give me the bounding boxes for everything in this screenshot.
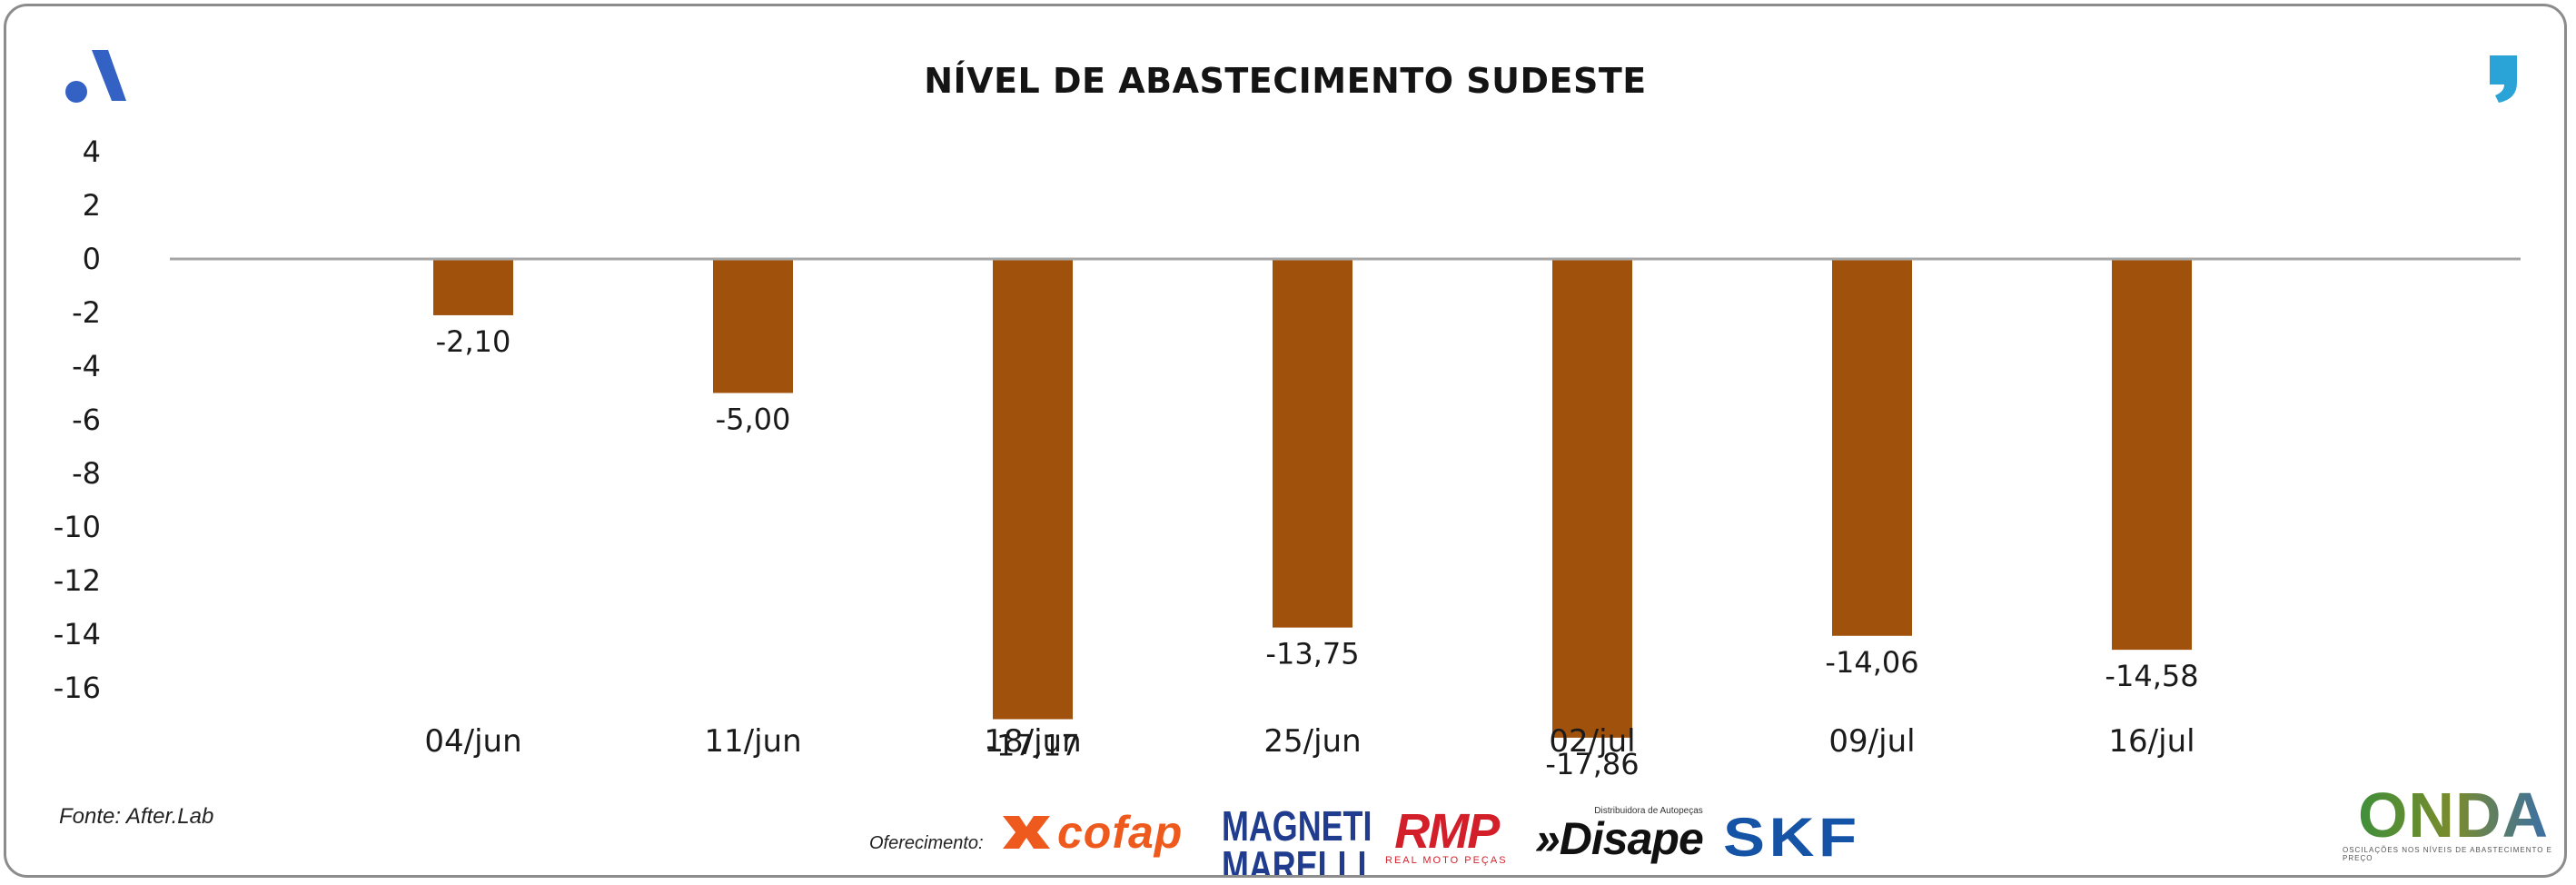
bar bbox=[2112, 259, 2192, 651]
bar-chart: 4 2 0 -2 -4 -6 -8 -10 -12 -14 -16 -2,10 -5,00 -17,17… bbox=[54, 134, 2521, 781]
data-label: -14,58 bbox=[2105, 659, 2198, 693]
y-tick-label: 2 bbox=[83, 188, 101, 223]
x-tick-label: 18/jun bbox=[984, 723, 1081, 760]
x-tick-label: 16/jul bbox=[2108, 723, 2195, 760]
data-label: -17,17 bbox=[986, 729, 1079, 763]
cofap-mark-icon bbox=[1003, 816, 1050, 849]
data-label: -14,06 bbox=[1825, 645, 1918, 680]
y-tick-label: -12 bbox=[54, 563, 101, 598]
onda-text: ONDA bbox=[2357, 780, 2550, 850]
bar bbox=[993, 259, 1073, 720]
sponsor-label: Oferecimento: bbox=[869, 833, 984, 853]
disape-subtitle: Distribuidora de Autopeças bbox=[1594, 806, 1703, 816]
y-tick-label: 0 bbox=[83, 242, 101, 276]
chart-title: NÍVEL DE ABASTECIMENTO SUDESTE bbox=[924, 61, 1647, 101]
chart-card: NÍVEL DE ABASTECIMENTO SUDESTE 4 2 0 -2 -4 -6… bbox=[4, 4, 2567, 878]
rmp-subtitle: REAL MOTO PEÇAS bbox=[1385, 855, 1508, 866]
y-tick-label: -10 bbox=[54, 510, 101, 544]
source-note: Fonte: After.Lab bbox=[59, 804, 214, 829]
bar bbox=[713, 259, 793, 393]
magneti-marelli-logo: MAGNETI MARELLI bbox=[1222, 802, 1414, 878]
onda-logo: ONDA OSCILAÇÕES NOS NÍVEIS DE ABASTECIME… bbox=[2343, 780, 2564, 862]
rmp-logo: RMP REAL MOTO PEÇAS bbox=[1385, 804, 1508, 866]
magneti-text: MAGNETI bbox=[1222, 802, 1372, 850]
bar bbox=[1273, 259, 1352, 628]
bar bbox=[1832, 259, 1912, 636]
y-tick-label: -8 bbox=[72, 456, 101, 491]
x-tick-label: 25/jun bbox=[1263, 723, 1361, 760]
x-tick-label: 09/jul bbox=[1828, 723, 1915, 760]
onda-subtitle: OSCILAÇÕES NOS NÍVEIS DE ABASTECIMENTO E… bbox=[2343, 846, 2553, 862]
skf-text: SKF bbox=[1723, 807, 1861, 868]
disape-text: »Disape bbox=[1535, 813, 1704, 864]
y-tick-label: -2 bbox=[72, 295, 101, 330]
data-label: -13,75 bbox=[1265, 637, 1359, 671]
bar bbox=[433, 259, 513, 315]
bars bbox=[433, 259, 2192, 738]
y-tick-label: -4 bbox=[72, 349, 101, 383]
x-tick-label: 02/jul bbox=[1549, 723, 1635, 760]
marelli-text: MARELLI bbox=[1222, 842, 1367, 878]
y-tick-label: -6 bbox=[72, 403, 101, 437]
disape-logo: Distribuidora de Autopeças »Disape bbox=[1535, 806, 1704, 865]
x-tick-label: 04/jun bbox=[424, 723, 521, 760]
rmp-text: RMP bbox=[1394, 804, 1500, 859]
cofap-logo: cofap bbox=[1001, 806, 1183, 859]
y-axis: 4 2 0 -2 -4 -6 -8 -10 -12 -14 -16 bbox=[54, 134, 101, 705]
data-labels: -2,10 -5,00 -17,17 -13,75 -17,86 -14,06 -14,58 bbox=[436, 324, 2199, 781]
x-axis: 04/jun 11/jun 18/jun 25/jun 02/jul 09/jul 16/j… bbox=[424, 723, 2195, 760]
y-tick-label: -16 bbox=[54, 671, 101, 705]
x-tick-label: 11/jun bbox=[704, 723, 801, 760]
bar bbox=[1552, 259, 1632, 738]
skf-logo: SKF bbox=[1723, 806, 1857, 869]
cofap-text: cofap bbox=[1057, 807, 1184, 858]
data-label: -17,86 bbox=[1545, 747, 1639, 781]
y-tick-label: 4 bbox=[83, 134, 101, 169]
after-lab-a-logo-icon bbox=[65, 50, 126, 103]
data-label: -2,10 bbox=[436, 324, 511, 359]
quote-logo-icon bbox=[2490, 55, 2517, 103]
y-tick-label: -14 bbox=[54, 617, 101, 651]
data-label: -5,00 bbox=[716, 403, 791, 437]
